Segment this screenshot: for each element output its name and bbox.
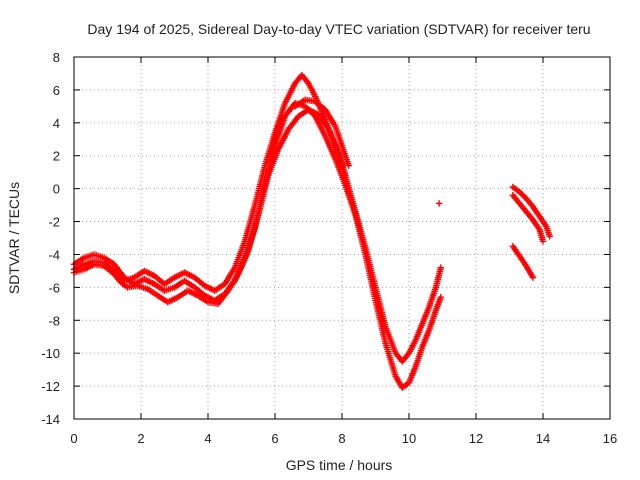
data-point (342, 172, 349, 179)
data-point (529, 274, 537, 281)
y-tick-label: 4 (53, 116, 60, 131)
y-tick-label: -6 (48, 280, 60, 295)
data-point (435, 200, 443, 207)
data-point (546, 233, 553, 240)
x-tick-label: 12 (469, 431, 483, 446)
x-tick-label: 14 (536, 431, 550, 446)
y-tick-label: 2 (53, 149, 60, 164)
grid (74, 57, 610, 419)
chart-title: Day 194 of 2025, Sidereal Day-to-day VTE… (87, 21, 590, 37)
x-tick-label: 2 (137, 431, 144, 446)
data-point (539, 238, 547, 245)
x-tick-label: 10 (402, 431, 416, 446)
y-tick-label: 0 (53, 182, 60, 197)
x-tick-label: 6 (271, 431, 278, 446)
x-tick-label: 16 (603, 431, 617, 446)
y-tick-label: -8 (48, 313, 60, 328)
y-tick-label: -4 (48, 247, 60, 262)
data-point (437, 294, 445, 301)
x-axis-label: GPS time / hours (286, 457, 393, 473)
data-point (437, 264, 445, 271)
data-points (70, 71, 553, 391)
y-tick-label: -12 (41, 379, 60, 394)
y-tick-label: -2 (48, 215, 60, 230)
y-tick-label: 8 (53, 50, 60, 65)
y-tick-label: -10 (41, 346, 60, 361)
y-tick-label: -14 (41, 412, 60, 427)
x-tick-label: 4 (204, 431, 211, 446)
data-point (345, 162, 352, 169)
x-tick-label: 0 (70, 431, 77, 446)
axes: 0 2 4 6 8 10 12 14 16 -14 -12 -10 -8 -6 -4 -2 0 2 4 6 8 (41, 50, 617, 446)
y-tick-label: 6 (53, 83, 60, 98)
x-tick-label: 8 (338, 431, 345, 446)
y-axis-label: SDTVAR / TECUs (6, 182, 22, 294)
